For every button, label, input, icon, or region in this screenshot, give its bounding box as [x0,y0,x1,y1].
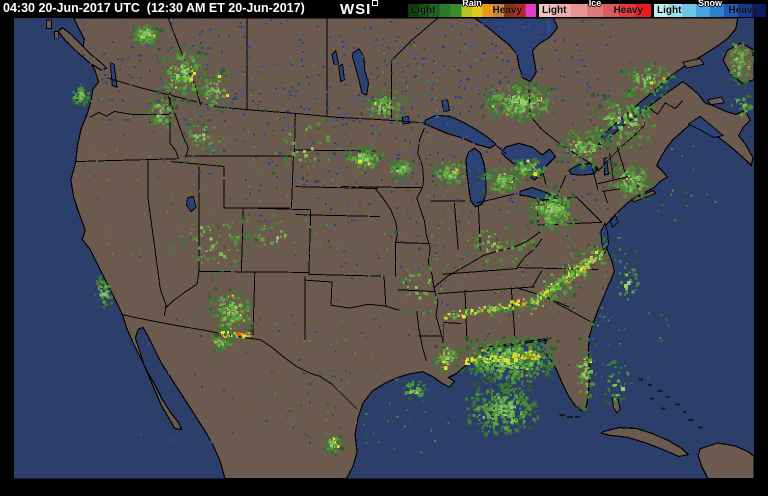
snow-intensity-scale [654,4,766,17]
bc-islet [46,19,53,30]
prince-edward-island [707,96,725,106]
lake-superior [423,114,497,149]
ice-legend-title: Ice [588,0,602,8]
legend-rain: Rain Light Heavy [408,0,536,18]
bahamas-islets [638,378,703,429]
rain-heavy-label: Heavy [492,5,522,16]
timestamp-text: 04:30 20-Jun-2017 UTC (12:30 AM ET 20-Ju… [3,1,305,15]
us-canada-border [106,77,684,198]
lake-winnipeg [351,48,370,96]
light-rain-noise [83,44,717,454]
rain-light-label: Light [411,5,436,16]
florida-keys [559,414,580,418]
lake-winnipegosis [331,49,340,65]
snow-legend-title: Snow [698,0,722,8]
us-mexico-border [122,314,358,410]
rain-intensity-scale [408,4,536,17]
ice-heavy-label: Heavy [613,5,643,16]
header-bar: 04:30 20-Jun-2017 UTC (12:30 AM ET 20-Ju… [0,0,768,18]
snow-light-label: Light [657,5,682,16]
hispaniola [697,442,755,480]
wsi-logo: WSI [340,0,379,18]
wsi-trademark-icon [372,0,379,6]
state-borders-west [74,92,312,340]
rain-legend-title: Rain [462,0,482,8]
hudson-bay [473,18,559,83]
legend-ice: Ice Light Heavy [539,0,651,18]
lake-champlain [603,157,610,176]
radar-precipitation-layer [71,21,755,456]
legend-snow: Snow Light Heavy [654,0,766,18]
radar-map [0,18,768,496]
bay-of-fundy [687,115,725,139]
anticosti-island [681,57,705,69]
puget-sound [109,61,118,89]
radar-map-svg [13,18,755,480]
ice-intensity-scale [539,4,651,17]
great-salt-lake [185,195,197,213]
cuba [600,426,690,458]
delaware-bay [609,213,619,228]
snow-heavy-label: Heavy [728,5,758,16]
bc-islet [53,31,59,39]
lake-manitoba [338,63,346,83]
state-borders-plains [295,149,429,312]
ice-light-label: Light [542,5,567,16]
